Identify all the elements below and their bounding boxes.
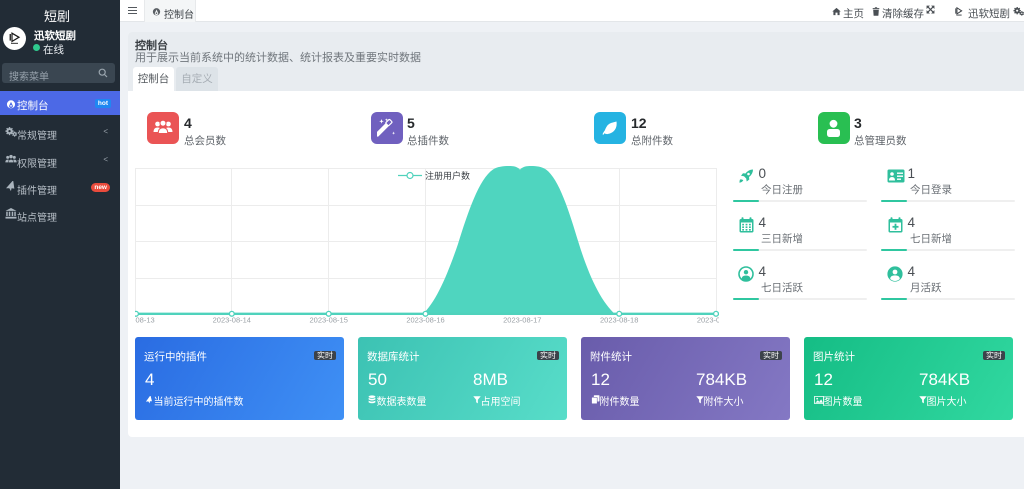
- svg-text:2023-08-19: 2023-08-19: [697, 316, 719, 325]
- svg-text:2023-08-14: 2023-08-14: [213, 316, 251, 325]
- svg-text:2023-08-15: 2023-08-15: [310, 316, 348, 325]
- svg-text:2023-08-13: 2023-08-13: [135, 316, 155, 325]
- svg-text:注册用户数: 注册用户数: [425, 170, 470, 181]
- svg-text:2023-08-18: 2023-08-18: [600, 316, 638, 325]
- svg-text:2023-08-16: 2023-08-16: [406, 316, 444, 325]
- svg-text:2023-08-17: 2023-08-17: [503, 316, 541, 325]
